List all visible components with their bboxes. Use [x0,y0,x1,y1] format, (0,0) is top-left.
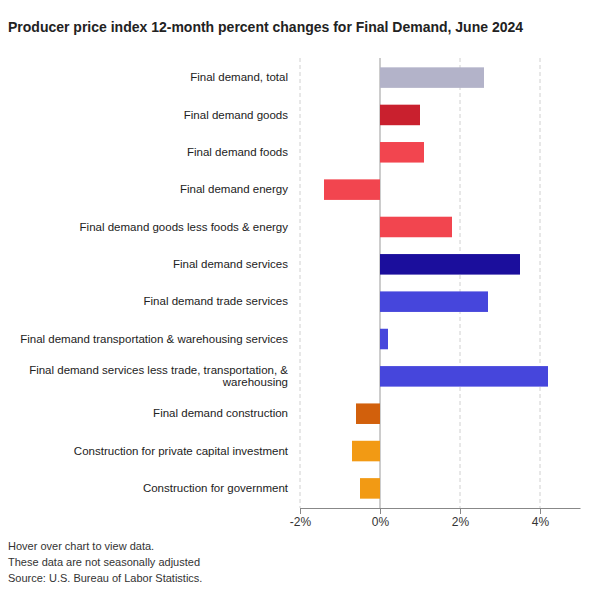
category-label: Final demand energy [180,183,288,195]
label-line: Final demand goods less foods & energy [80,221,289,233]
tick-mark [540,508,541,514]
bar [352,441,380,462]
tick: Final demand foods [187,146,300,158]
bar [380,105,420,126]
category-label: Final demand foods [187,146,288,158]
tick-mark [380,508,381,514]
label-line: Final demand trade services [144,295,289,307]
tick-label: -2% [290,515,312,529]
bar [380,329,388,350]
category-label: Final demand goods less foods & energy [80,221,289,233]
label-line: Final demand, total [190,71,288,83]
category-label: Final demand, total [190,71,288,83]
category-label: Final demand transportation & warehousin… [20,333,288,345]
bar [380,217,452,238]
bar [360,478,380,499]
tick: 2% [452,508,470,529]
label-line: Final demand construction [153,407,288,419]
tick-label: 0% [372,515,390,529]
category-label: Construction for private capital investm… [74,445,289,457]
note: Source: U.S. Bureau of Labor Statistics. [8,572,202,584]
tick-label: 2% [452,515,470,529]
label-line: Final demand services less trade, transp… [29,364,288,376]
bar [356,403,380,424]
tick: Final demand goods [184,109,300,121]
tick: Construction for private capital investm… [74,445,300,457]
tick: Final demand goods less foods & energy [80,221,300,233]
category-label: Construction for government [143,482,289,494]
tick-mark [460,508,461,514]
category-label: Final demand goods [184,109,288,121]
bar [380,142,424,163]
label-line: Final demand services [173,258,288,270]
tick: Final demand construction [153,407,300,419]
grid [300,58,540,508]
axis-line [301,508,581,509]
tick: -2% [290,508,312,529]
label-line: warehousing [222,376,288,388]
notes: Hover over chart to view data. These data… [8,540,202,584]
tick-mark [300,508,301,514]
bars [324,67,548,498]
category-label: Final demand trade services [144,295,289,307]
x-axis: -2% 0% 2% 4% [290,508,581,529]
bar [380,254,520,275]
title: Producer price index 12-month percent ch… [8,19,523,35]
grid-line [540,58,541,508]
bar [380,291,488,312]
note: These data are not seasonally adjusted [8,556,200,568]
label-line: Final demand transportation & warehousin… [20,333,288,345]
grid-line [300,58,301,508]
y-axis: Final demand, total Final demand goods Fin… [20,71,300,494]
bar [324,179,380,200]
category-label: Final demand services less trade, transp… [29,364,288,389]
bar [380,366,548,387]
tick: Final demand services less trade, transp… [29,364,300,389]
tick: Final demand transportation & warehousin… [20,333,300,345]
grid-line [460,58,461,508]
chart: Producer price index 12-month percent ch… [0,0,600,600]
note: Hover over chart to view data. [8,540,154,552]
label-line: Final demand goods [184,109,288,121]
grid-line [380,58,381,508]
category-label: Final demand services [173,258,288,270]
tick: Final demand trade services [144,295,300,307]
tick: Construction for government [143,482,300,494]
label-line: Final demand energy [180,183,288,195]
tick: 4% [532,508,550,529]
bar [380,67,484,88]
label-line: Construction for government [143,482,289,494]
label-line: Final demand foods [187,146,288,158]
tick-label: 4% [532,515,550,529]
tick: 0% [372,508,390,529]
tick: Final demand, total [190,71,300,83]
category-label: Final demand construction [153,407,288,419]
tick: Final demand services [173,258,300,270]
label-line: Construction for private capital investm… [74,445,289,457]
tick: Final demand energy [180,183,300,195]
